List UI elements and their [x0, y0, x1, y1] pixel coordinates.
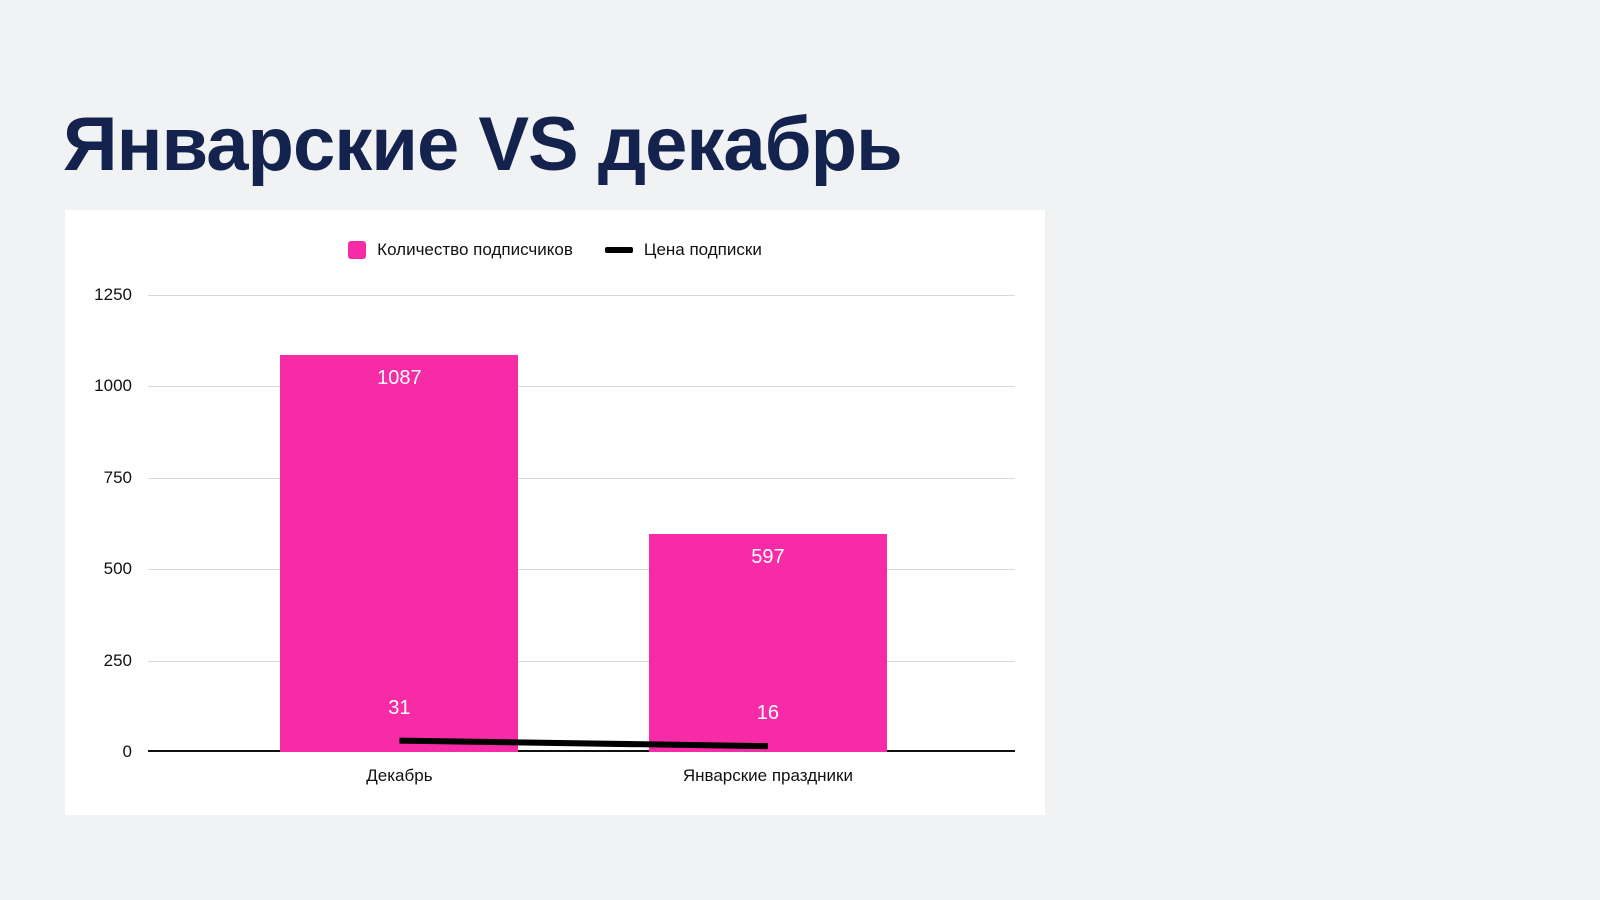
gridline: [148, 386, 1015, 388]
bar-0: 1087: [280, 354, 519, 752]
plot-area: 0 250 500 750 1000 1250 1087 Декабрь 597 Январски…: [94, 285, 1015, 785]
legend-label-subscribers: Количество подписчиков: [377, 240, 573, 259]
gridline: [148, 569, 1015, 571]
gridline: [148, 295, 1015, 296]
chart-legend: Количество подписчиков Цена подписки: [65, 240, 1045, 260]
page-title: Январские VS декабрь: [63, 101, 903, 187]
y-axis-tick-label: 1250: [94, 285, 132, 304]
y-axis-tick-label: 250: [103, 650, 132, 670]
legend-item-subscribers: Количество подписчиков: [348, 240, 573, 260]
gridline: [148, 477, 1015, 479]
bar-value-label: 597: [751, 545, 785, 568]
line-value-label: 31: [388, 696, 411, 719]
price-line-series: [399, 737, 768, 750]
bar-1: 597: [648, 533, 887, 752]
y-axis-tick-label: 0: [122, 742, 132, 761]
y-axis-tick-label: 1000: [94, 376, 132, 396]
y-axis-tick-label: 500: [103, 559, 132, 579]
x-axis-category-label: Декабрь: [366, 766, 433, 785]
line-value-label: 16: [756, 702, 780, 725]
bar-value-label: 1087: [377, 366, 422, 389]
legend-swatch-bars: [348, 241, 367, 259]
x-axis-category-label: Январские праздники: [682, 766, 853, 785]
legend-item-price: Цена подписки: [604, 240, 762, 260]
chart-card[interactable]: Количество подписчиков Цена подписки 0 25…: [65, 210, 1045, 815]
gridline: [148, 660, 1015, 662]
y-axis-tick-label: 750: [103, 467, 132, 487]
legend-label-price: Цена подписки: [643, 240, 762, 259]
legend-swatch-line: [604, 247, 633, 253]
